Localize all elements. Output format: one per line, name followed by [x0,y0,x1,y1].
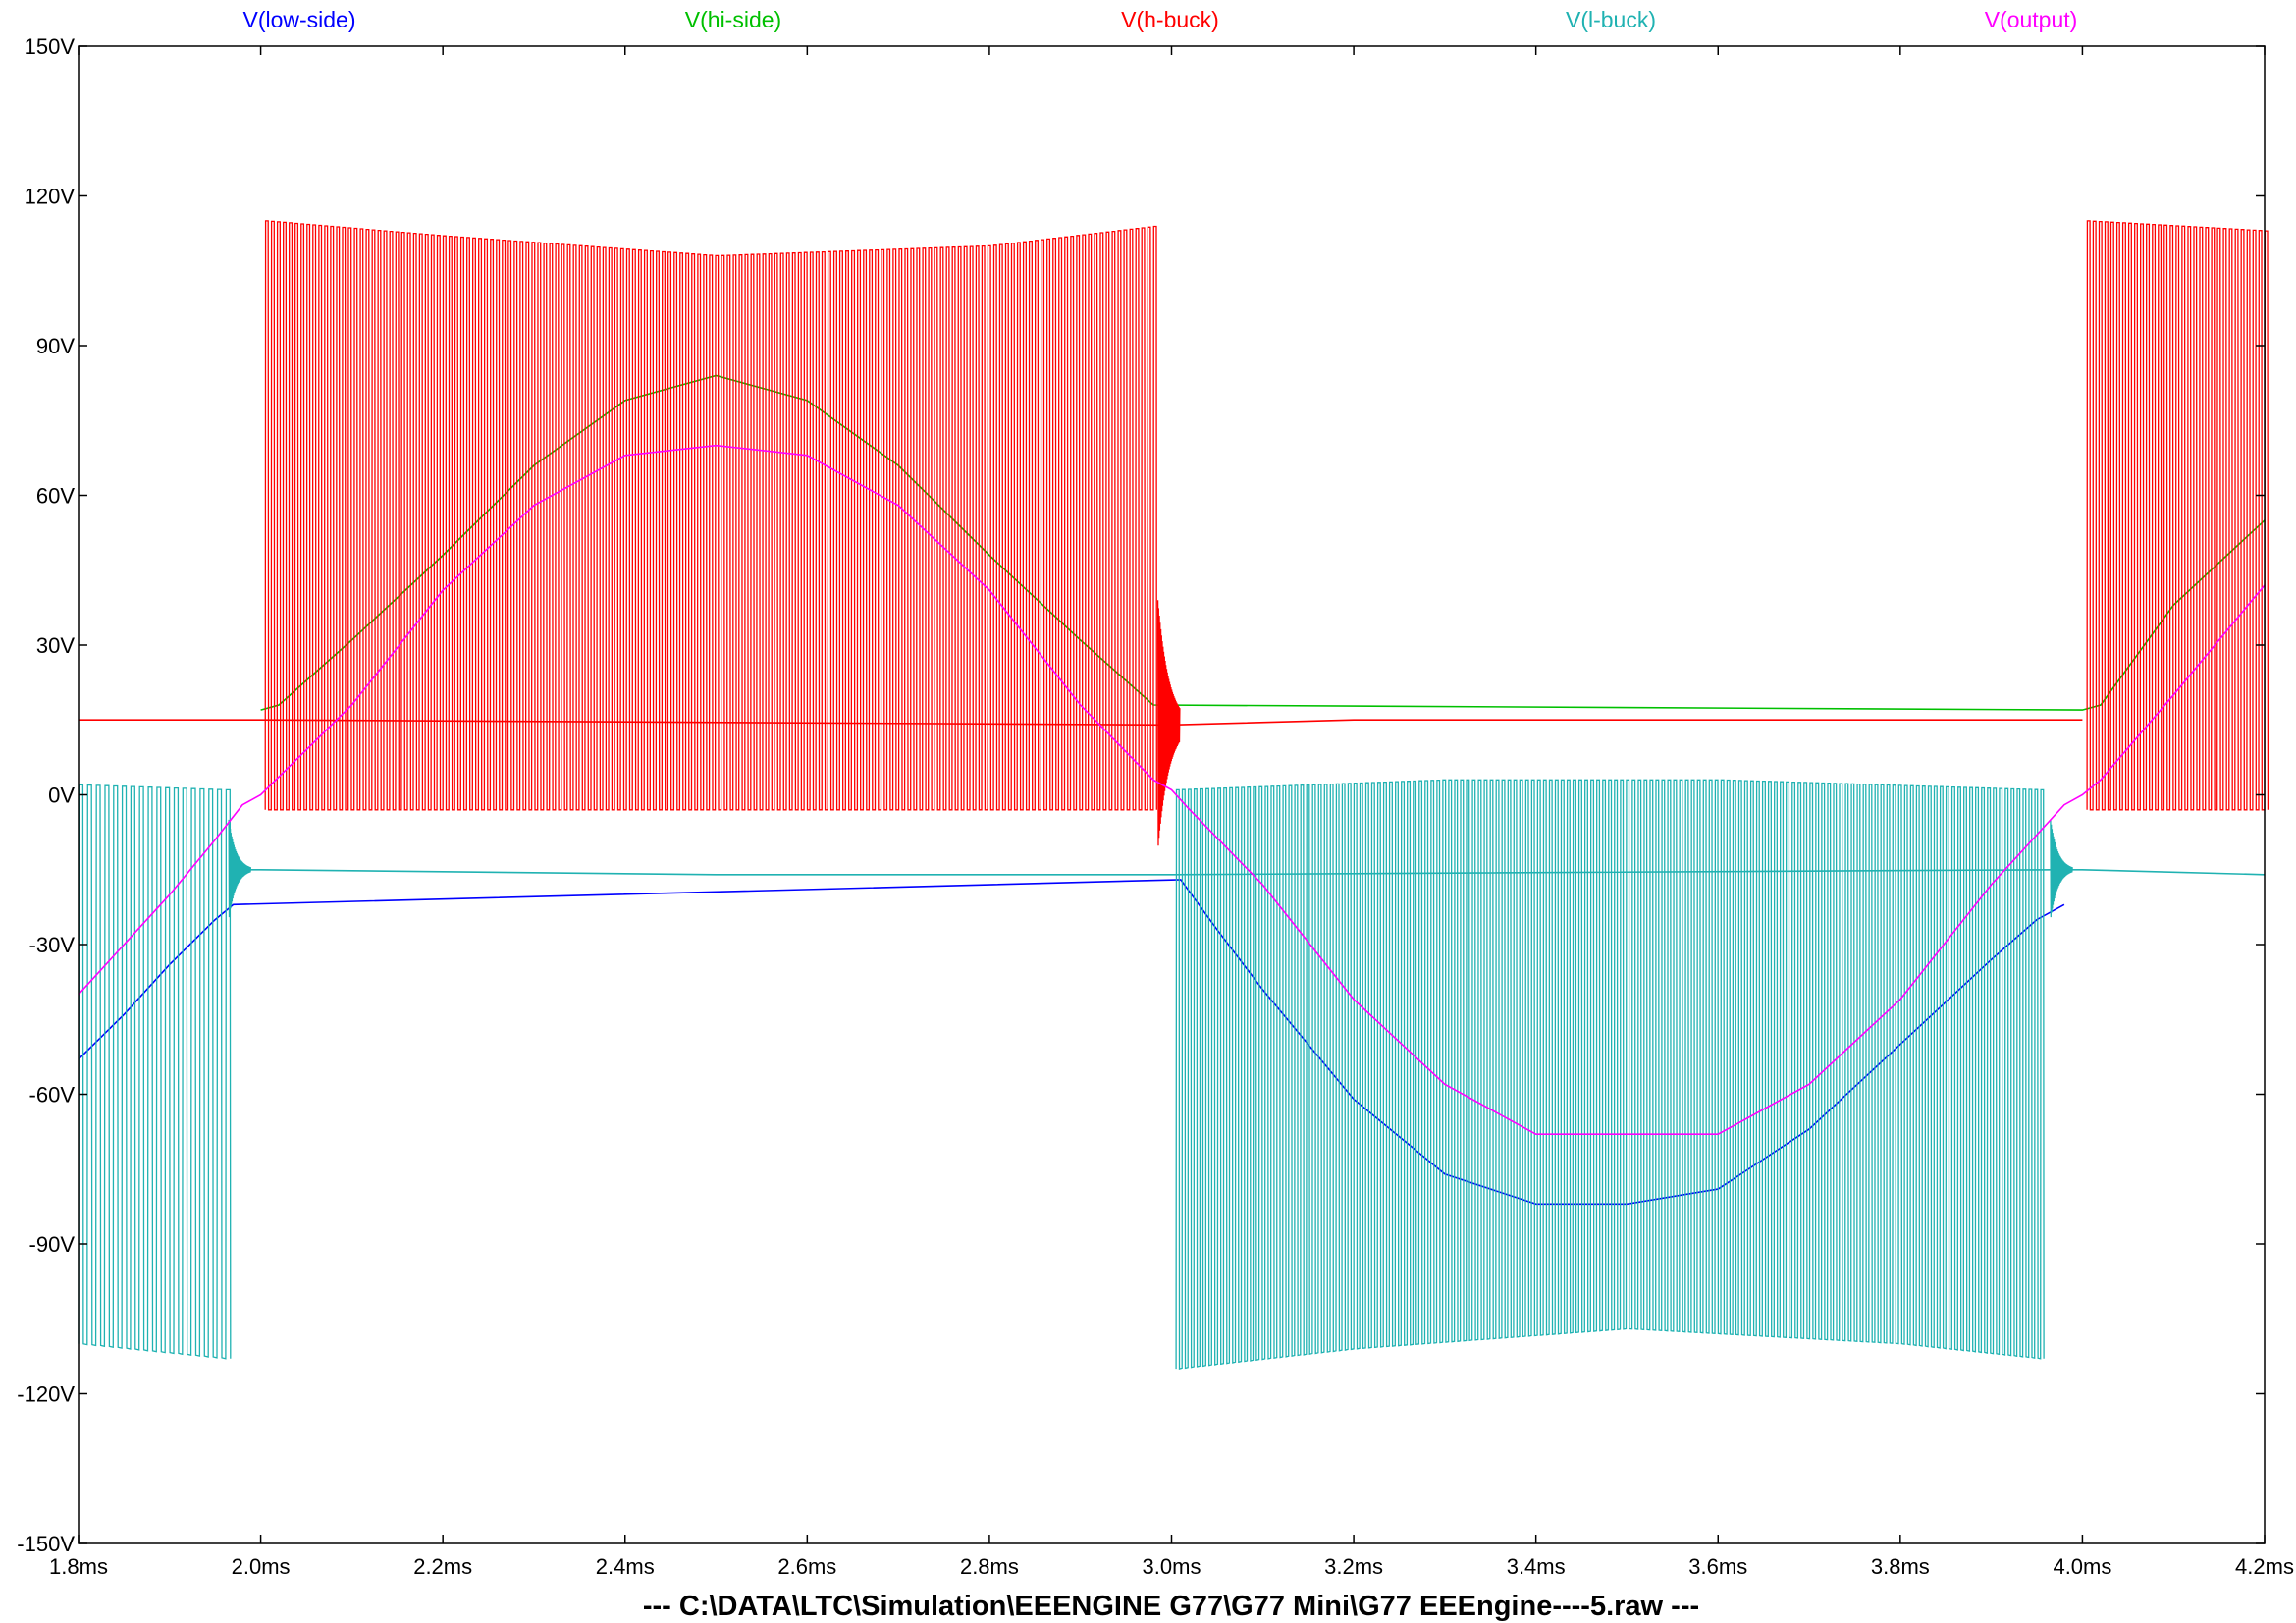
switching-waveform [2086,220,2269,811]
traces-layer [78,220,2269,1370]
x-tick-label: 2.2ms [413,1554,472,1579]
x-tick-label: 2.8ms [960,1554,1019,1579]
x-tick-label: 2.4ms [596,1554,655,1579]
legend-v-low-side: V(low-side) [242,7,355,32]
switching-waveform [1175,779,2045,1370]
legend: V(low-side) V(hi-side) V(h-buck) V(l-buck) V… [242,7,2077,32]
switching-waveform [264,220,1157,811]
y-tick-label: 0V [48,784,75,808]
x-tick-label: 3.2ms [1324,1554,1383,1579]
ringing-transient [1156,600,1181,846]
legend-v-h-buck: V(h-buck) [1121,7,1219,32]
axes-layer: 150V 120V 90V 60V 30V 0V -30V -60V -90V -120V -150… [17,34,2294,1579]
legend-v-l-buck: V(l-buck) [1566,7,1656,32]
y-tick-label: 120V [25,185,76,209]
series-v-low-side [78,879,2065,1206]
raw-file-path-label: --- C:\DATA\LTC\Simulation\EEENGINE G77\… [643,1591,1699,1622]
y-tick-label: 60V [36,484,75,509]
series-line [79,719,2083,727]
x-tick-label: 2.0ms [232,1554,291,1579]
legend-v-output: V(output) [1985,7,2078,32]
x-tick-label: 4.0ms [2053,1554,2111,1579]
y-tick-label: 30V [36,633,75,658]
series-line [233,869,2266,876]
x-tick-label: 3.0ms [1143,1554,1201,1579]
series-line [78,444,2266,1135]
series-line [78,879,2065,1206]
x-tick-label: 4.2ms [2235,1554,2294,1579]
y-tick-label: -150V [17,1532,75,1556]
y-tick-label: -120V [17,1382,75,1407]
y-tick-label: 150V [25,34,76,59]
x-tick-label: 3.4ms [1507,1554,1566,1579]
series-v-hi-side [260,374,2266,711]
y-tick-label: -90V [29,1232,76,1257]
series-v-output [78,444,2266,1135]
x-tick-label: 3.6ms [1688,1554,1747,1579]
x-tick-label: 3.8ms [1871,1554,1930,1579]
series-v-l-buck [78,779,2266,1370]
y-tick-label: -60V [29,1083,76,1108]
ringing-transient [228,819,252,918]
switching-waveform [78,784,232,1360]
ringing-transient [2050,819,2073,918]
legend-v-hi-side: V(hi-side) [685,7,781,32]
y-tick-label: -30V [29,933,76,957]
series-line [260,374,2266,711]
y-tick-label: 90V [36,334,75,358]
x-tick-label: 1.8ms [49,1554,108,1579]
series-v-h-buck [79,220,2269,846]
x-tick-label: 2.6ms [777,1554,836,1579]
